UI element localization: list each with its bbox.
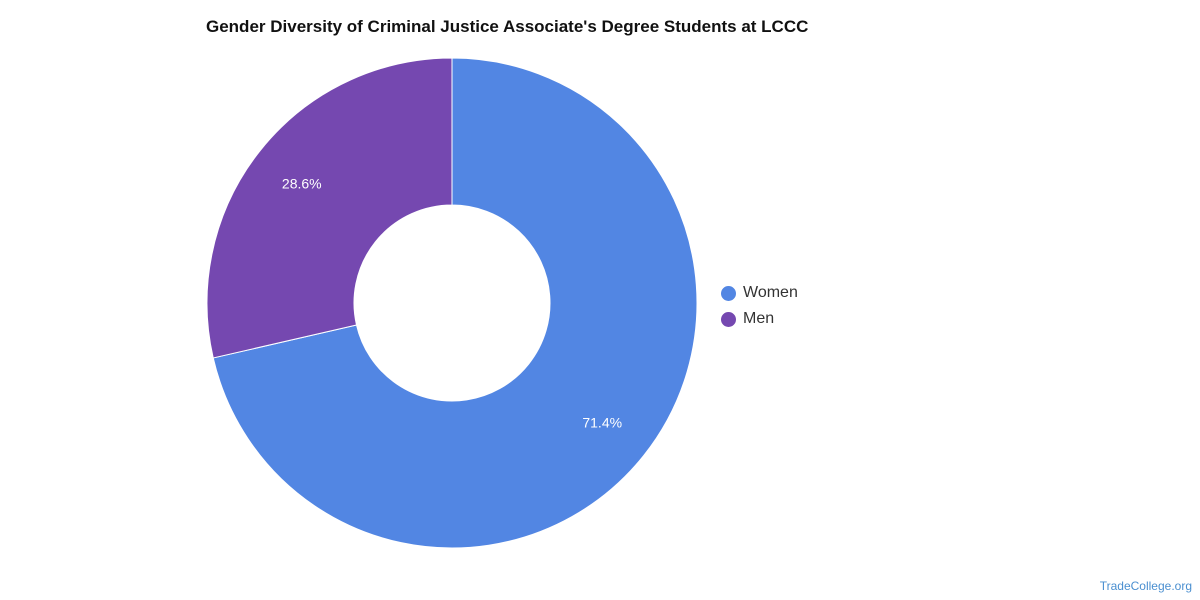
data-label-women: 71.4% (582, 415, 622, 431)
legend-item-men[interactable]: Men (721, 306, 798, 332)
donut-slice-men[interactable] (206, 57, 453, 359)
legend-label-women: Women (743, 284, 798, 301)
legend: Women Men (721, 280, 798, 332)
data-label-men: 28.6% (282, 175, 322, 191)
source-credit[interactable]: TradeCollege.org (1099, 579, 1192, 593)
donut-slice-women[interactable] (212, 57, 698, 549)
legend-label-men: Men (743, 310, 775, 327)
legend-item-women[interactable]: Women (721, 280, 798, 306)
legend-swatch-men (721, 311, 736, 327)
chart-title: Gender Diversity of Criminal Justice Ass… (206, 17, 809, 36)
legend-swatch-women (721, 285, 736, 301)
